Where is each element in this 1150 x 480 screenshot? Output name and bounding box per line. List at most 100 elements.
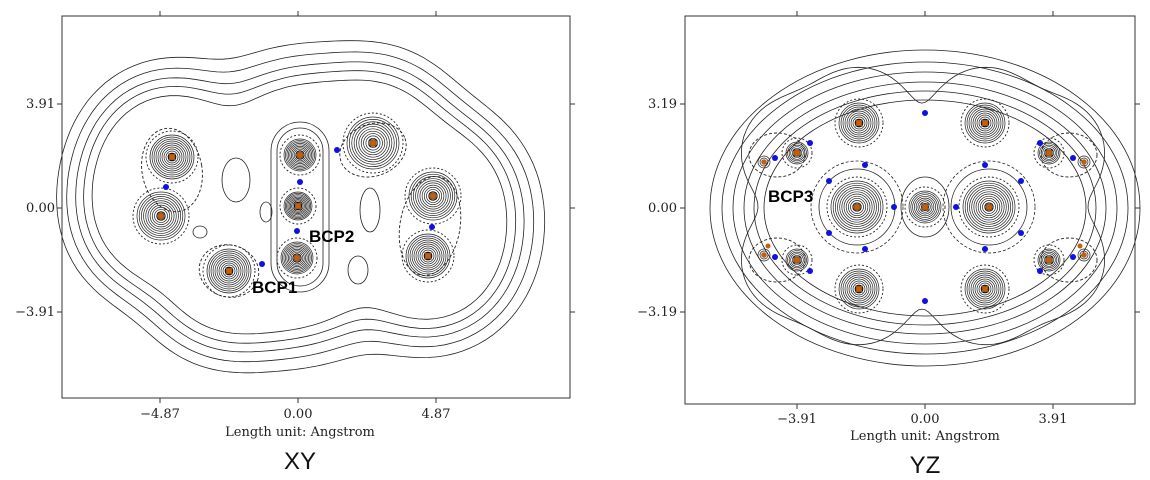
density-ring <box>787 250 807 270</box>
bond-critical-point <box>1018 178 1024 184</box>
density-ring <box>759 250 769 260</box>
density-ring <box>147 202 175 230</box>
xy-panel: −4.87 0.00 4.87 3.91 0.00 −3.91 Length u… <box>15 11 575 475</box>
density-ring <box>964 182 1014 232</box>
density-ring <box>157 142 187 172</box>
density-ring <box>286 141 314 169</box>
atom-basin <box>781 244 813 276</box>
bond-critical-point <box>294 228 300 234</box>
density-ring <box>787 143 807 163</box>
density-ring <box>356 126 390 160</box>
basin-dashed-ring <box>826 176 888 238</box>
outer-density-contour <box>75 61 525 353</box>
nucleus-marker <box>168 153 176 161</box>
basin-dashed-ring <box>1033 137 1065 169</box>
xy-panel-caption: XY <box>283 448 316 475</box>
density-ring <box>908 190 942 224</box>
density-ring <box>290 251 304 265</box>
bond-critical-point <box>862 246 868 252</box>
density-ring <box>149 134 195 180</box>
yz-xtick-label: −3.91 <box>777 412 817 427</box>
yz-contour-plot: −3.91 0.00 3.91 3.19 0.00 −3.19 Length u… <box>637 11 1141 444</box>
bond-critical-point <box>429 224 435 230</box>
density-ring <box>788 251 806 269</box>
bond-critical-point <box>297 179 303 185</box>
density-ring <box>974 278 996 300</box>
yz-xtick-label: 3.91 <box>1039 412 1068 427</box>
bond-critical-point <box>259 261 265 267</box>
density-ring <box>968 106 1002 140</box>
yz-xaxis-label: Length unit: Angstrom <box>850 429 1000 444</box>
interior-contour <box>221 157 251 203</box>
basin-dashed-ring <box>404 167 462 225</box>
nucleus-marker <box>981 119 989 127</box>
density-ring <box>850 280 868 298</box>
outer-density-contour <box>83 70 517 344</box>
density-ring <box>840 270 878 308</box>
density-ring <box>145 200 177 232</box>
density-ring <box>1042 253 1056 267</box>
bond-critical-point <box>982 162 988 168</box>
outer-density-contour <box>91 79 508 335</box>
bond-critical-point <box>163 184 169 190</box>
density-ring <box>1039 143 1059 163</box>
density-ring <box>966 270 1004 308</box>
bond-critical-point <box>807 140 813 146</box>
nucleus-marker <box>765 243 771 249</box>
density-ring <box>1037 141 1061 165</box>
interior-contour <box>347 255 369 285</box>
dashed-lobe <box>339 122 407 178</box>
xy-ytick-label: −3.91 <box>15 305 55 320</box>
density-ring <box>349 119 397 167</box>
bond-critical-point <box>772 254 778 260</box>
atom-basin <box>145 130 199 184</box>
nucleus-marker <box>157 212 165 220</box>
density-ring <box>358 128 388 158</box>
density-ring <box>842 272 876 306</box>
density-ring <box>852 282 866 296</box>
atom-basin <box>834 98 884 148</box>
density-ring <box>978 116 992 130</box>
density-ring <box>287 195 309 217</box>
density-ring <box>151 136 193 178</box>
bcp1-label: BCP1 <box>252 278 297 297</box>
basin-dashed-ring <box>279 134 321 176</box>
density-ring <box>423 186 443 206</box>
dashed-lobe <box>748 132 806 178</box>
outer-density-contour <box>721 61 1129 355</box>
density-ring <box>419 182 447 210</box>
density-ring <box>286 194 310 218</box>
outer-density-contour <box>753 90 1097 326</box>
bond-critical-point <box>1070 254 1076 260</box>
density-ring <box>966 104 1004 142</box>
nucleus-marker <box>1077 243 1083 249</box>
density-ring <box>407 235 449 277</box>
density-ring <box>282 243 312 273</box>
density-ring <box>149 204 173 228</box>
density-ring <box>785 141 809 165</box>
atom-basin <box>826 176 888 238</box>
density-ring <box>834 184 880 230</box>
atom-basin <box>342 112 404 174</box>
bond-critical-point <box>826 178 832 184</box>
density-ring <box>423 251 433 261</box>
density-ring <box>163 148 181 166</box>
density-ring <box>846 276 872 302</box>
density-ring <box>913 195 937 219</box>
xy-atom-basins <box>132 112 462 298</box>
bond-critical-point <box>1037 268 1043 274</box>
density-ring <box>410 173 456 219</box>
yz-plot-frame <box>684 15 1136 405</box>
atom-basin <box>404 167 462 225</box>
density-ring <box>840 104 878 142</box>
xy-ytick-label: 3.91 <box>26 97 55 112</box>
atom-basin <box>960 98 1010 148</box>
density-ring <box>838 268 880 310</box>
nucleus-marker <box>1045 256 1053 264</box>
density-ring <box>976 280 994 298</box>
density-ring <box>971 189 1007 225</box>
density-ring <box>966 184 1012 230</box>
bond-critical-point <box>982 246 988 252</box>
bond-critical-point <box>826 230 832 236</box>
interior-contour <box>359 187 381 233</box>
